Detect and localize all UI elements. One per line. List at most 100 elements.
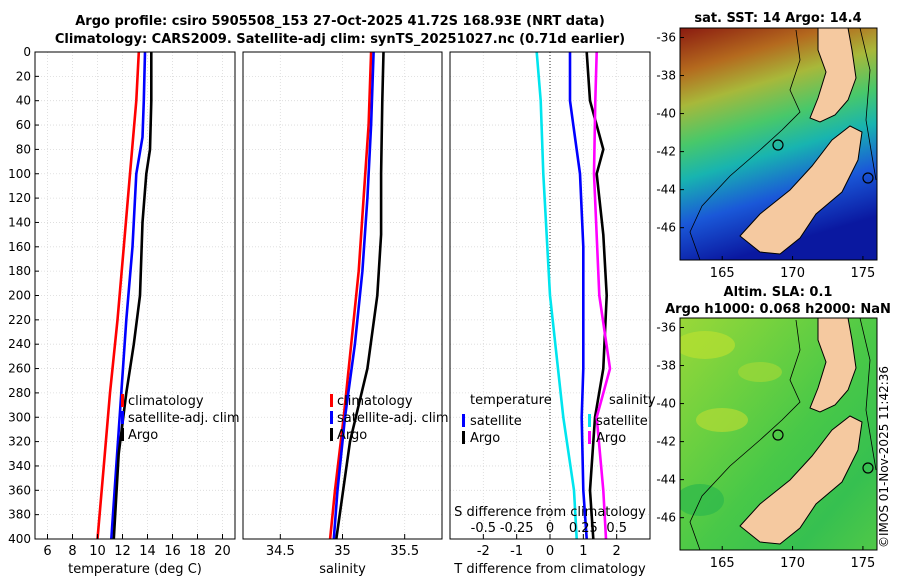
- sla-patch: [696, 408, 748, 432]
- salinity-legend-swatch: [330, 411, 333, 424]
- map-y-tick-label: -44: [656, 183, 676, 197]
- chatham-island-marker: [862, 462, 874, 474]
- series-group-difference: [535, 52, 612, 539]
- temperature-legend-swatch: [121, 394, 124, 407]
- difference-legend-swatch: [462, 414, 465, 427]
- salinity-legend-label: Argo: [337, 428, 367, 443]
- map-y-tick-label: -42: [656, 435, 676, 449]
- sla-map: [679, 317, 878, 551]
- y-tick-label: 220: [8, 313, 31, 327]
- x-axis-label: T difference from climatology: [453, 562, 646, 577]
- difference-legend-title: temperature: [470, 393, 552, 408]
- y-tick-label: 120: [8, 191, 31, 205]
- y-tick-label: 240: [8, 337, 31, 351]
- x2-tick-label: 0: [546, 521, 554, 536]
- x-tick-label: 34.5: [266, 544, 295, 559]
- map-y-tick-label: -40: [656, 397, 676, 411]
- x-tick-label: 35: [334, 544, 351, 559]
- figure-title-line1: Argo profile: csiro 5905508_153 27-Oct-2…: [75, 14, 605, 29]
- figure-title-line2: Climatology: CARS2009. Satellite-adj cli…: [54, 32, 626, 47]
- temperature-legend-swatch: [121, 411, 124, 424]
- y-tick-label: 40: [16, 94, 31, 108]
- temperature-legend-label: satellite-adj. clim: [128, 411, 240, 426]
- y-tick-label: 20: [16, 69, 31, 83]
- x-tick-label: 20: [214, 544, 231, 559]
- salinity-legend-label: climatology: [337, 394, 413, 409]
- x2-axis-label: S difference from climatology: [454, 505, 646, 520]
- map-x-tick-label: 170: [780, 556, 805, 571]
- map-y-tick-label: -40: [656, 107, 676, 121]
- chatham-island-marker: [862, 172, 874, 184]
- sla-patch: [738, 362, 782, 382]
- temperature-legend-label: Argo: [128, 428, 158, 443]
- series-layer: [96, 52, 612, 539]
- difference-legend-label: Argo: [596, 431, 626, 446]
- series-line-climatology: [328, 52, 373, 539]
- salinity-legend-label: satellite-adj. clim: [337, 411, 449, 426]
- salinity-legend-swatch: [330, 394, 333, 407]
- series-line-s-satellite: [535, 52, 578, 539]
- difference-legend-label: Argo: [470, 431, 500, 446]
- north-island-shape: [809, 28, 857, 123]
- y-tick-label: 380: [8, 508, 31, 522]
- map-x-tick-label: 165: [710, 556, 735, 571]
- y-tick-label: 260: [8, 362, 31, 376]
- x-tick-label: -1: [510, 544, 523, 559]
- map-x-tick-label: 170: [780, 266, 805, 281]
- map-x-tick-label: 175: [851, 556, 876, 571]
- x-tick-label: 1: [579, 544, 587, 559]
- difference-legend-label: satellite: [470, 414, 522, 429]
- x-tick-label: -2: [477, 544, 490, 559]
- x-tick-label: 16: [164, 544, 181, 559]
- y-tick-label: 280: [8, 386, 31, 400]
- x2-tick-label: 0.5: [606, 521, 627, 536]
- y-tick-label: 100: [8, 167, 31, 181]
- x-tick-label: 6: [43, 544, 51, 559]
- series-line-s-argo: [592, 52, 612, 539]
- y-tick-label: 0: [23, 45, 31, 59]
- series-line-satellite-adj-clim: [332, 52, 375, 539]
- credit-text: ©IMOS 01-Nov-2025 11:42:36: [877, 366, 891, 548]
- map-y-tick-label: -46: [656, 221, 676, 235]
- y-tick-label: 60: [16, 118, 31, 132]
- series-line-argo: [335, 52, 385, 539]
- south-island-shape: [739, 415, 863, 545]
- sla-shelf-contour: [689, 319, 801, 550]
- argo-location-marker: [772, 139, 784, 151]
- y-tick-label: 360: [8, 483, 31, 497]
- x-tick-label: 0: [546, 544, 554, 559]
- x2-tick-label: -0.5: [471, 521, 496, 536]
- salinity-legend-swatch: [330, 428, 333, 441]
- y-tick-label: 180: [8, 264, 31, 278]
- series-line-t-satellite: [568, 52, 588, 539]
- map-y-tick-label: -38: [656, 359, 676, 373]
- sst-map: [679, 27, 878, 261]
- map-y-tick-label: -36: [656, 321, 676, 335]
- x-tick-label: 12: [114, 544, 131, 559]
- x-axis-label: temperature (deg C): [68, 562, 202, 577]
- difference-legend-label: satellite: [596, 414, 648, 429]
- map-y-tick-label: -46: [656, 511, 676, 525]
- north-island-shape: [809, 318, 857, 413]
- x-tick-label: 35.5: [390, 544, 419, 559]
- y-tick-label: 140: [8, 215, 31, 229]
- sst-shelf-contour: [689, 29, 801, 260]
- south-island-shape: [739, 125, 863, 255]
- legend-layer: climatology satellite-adj. clim Argo climat…: [121, 393, 656, 446]
- x-tick-label: 10: [89, 544, 106, 559]
- argo-location-marker: [772, 429, 784, 441]
- series-line-climatology: [96, 52, 141, 539]
- x-tick-label: 8: [68, 544, 76, 559]
- sst-map-frame: [679, 27, 878, 261]
- sla-patch: [680, 331, 735, 359]
- sla-east-contour: [859, 318, 877, 471]
- y-tick-label: 300: [8, 410, 31, 424]
- map-y-tick-label: -36: [656, 31, 676, 45]
- temperature-legend-label: climatology: [128, 394, 204, 409]
- sst-east-contour: [859, 28, 877, 181]
- y-tick-label: 80: [16, 142, 31, 156]
- x-tick-label: 18: [189, 544, 206, 559]
- map-y-tick-label: -44: [656, 473, 676, 487]
- y-tick-label: 320: [8, 435, 31, 449]
